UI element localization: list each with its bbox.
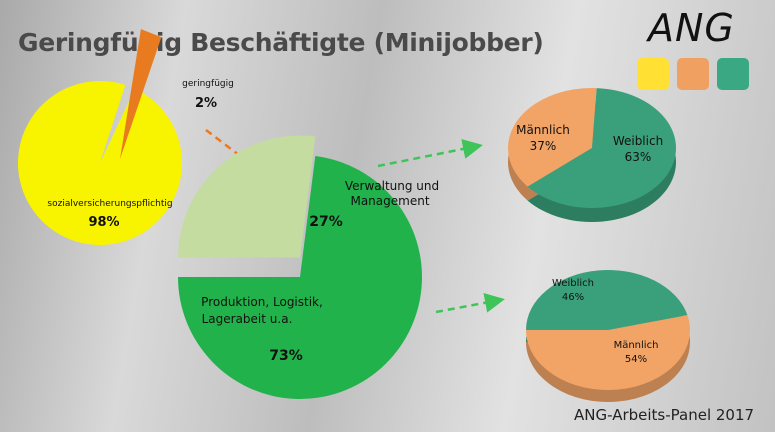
gender-produktion-value-1: 54% [625, 354, 647, 365]
label-verwaltung-line2: Management [350, 194, 429, 208]
pie-slice-verwaltung [178, 135, 316, 258]
gender-verwaltung-label-0: Männlich [516, 123, 570, 137]
gender-produktion-slice-weiblich [526, 270, 688, 330]
value-sozialversicherungspflichtig: 98% [88, 215, 119, 230]
pie-slice-geringfuegig [120, 29, 162, 159]
gender-verwaltung-label-1: Weiblich [613, 134, 663, 148]
gender-produktion-label-0: Weiblich [552, 278, 594, 289]
gender-verwaltung-value-1: 63% [625, 150, 652, 164]
label-produktion-line2: Lagerabeit u.a. [202, 312, 293, 326]
arrow-produktion-to-gender [435, 292, 505, 314]
gender-verwaltung-slice-maennlich [508, 88, 597, 187]
value-produktion: 73% [269, 348, 303, 364]
label-geringfuegig: geringfügig [182, 79, 234, 89]
source-footer: ANG-Arbeits-Panel 2017 [574, 406, 755, 424]
label-produktion-line1: Produktion, Logistik, [201, 295, 323, 309]
arrow-verwaltung-to-gender [377, 139, 483, 168]
gender-produktion-slice-maennlich [526, 315, 690, 391]
value-geringfuegig: 2% [195, 96, 217, 111]
pie-slice-sozialversicherungspflichtig [17, 80, 182, 245]
gender-verwaltung-slice-weiblich [527, 88, 676, 209]
gender-produktion-label-1: Männlich [614, 340, 659, 351]
label-sozialversicherungspflichtig: sozialversicherungspflichtig [47, 199, 172, 209]
logo-text: ANG [648, 6, 735, 50]
logo-square-green [717, 58, 749, 90]
value-verwaltung: 27% [309, 214, 343, 230]
gender-produktion-value-0: 46% [562, 292, 584, 303]
logo-square-yellow [637, 58, 669, 90]
slide-title: Geringfügig Beschäftigte (Minijobber) [18, 28, 544, 57]
pie-slice-produktion [178, 155, 422, 400]
logo-square-orange [677, 58, 709, 90]
label-verwaltung-line1: Verwaltung und [345, 179, 439, 193]
gender-verwaltung-value-0: 37% [530, 139, 557, 153]
